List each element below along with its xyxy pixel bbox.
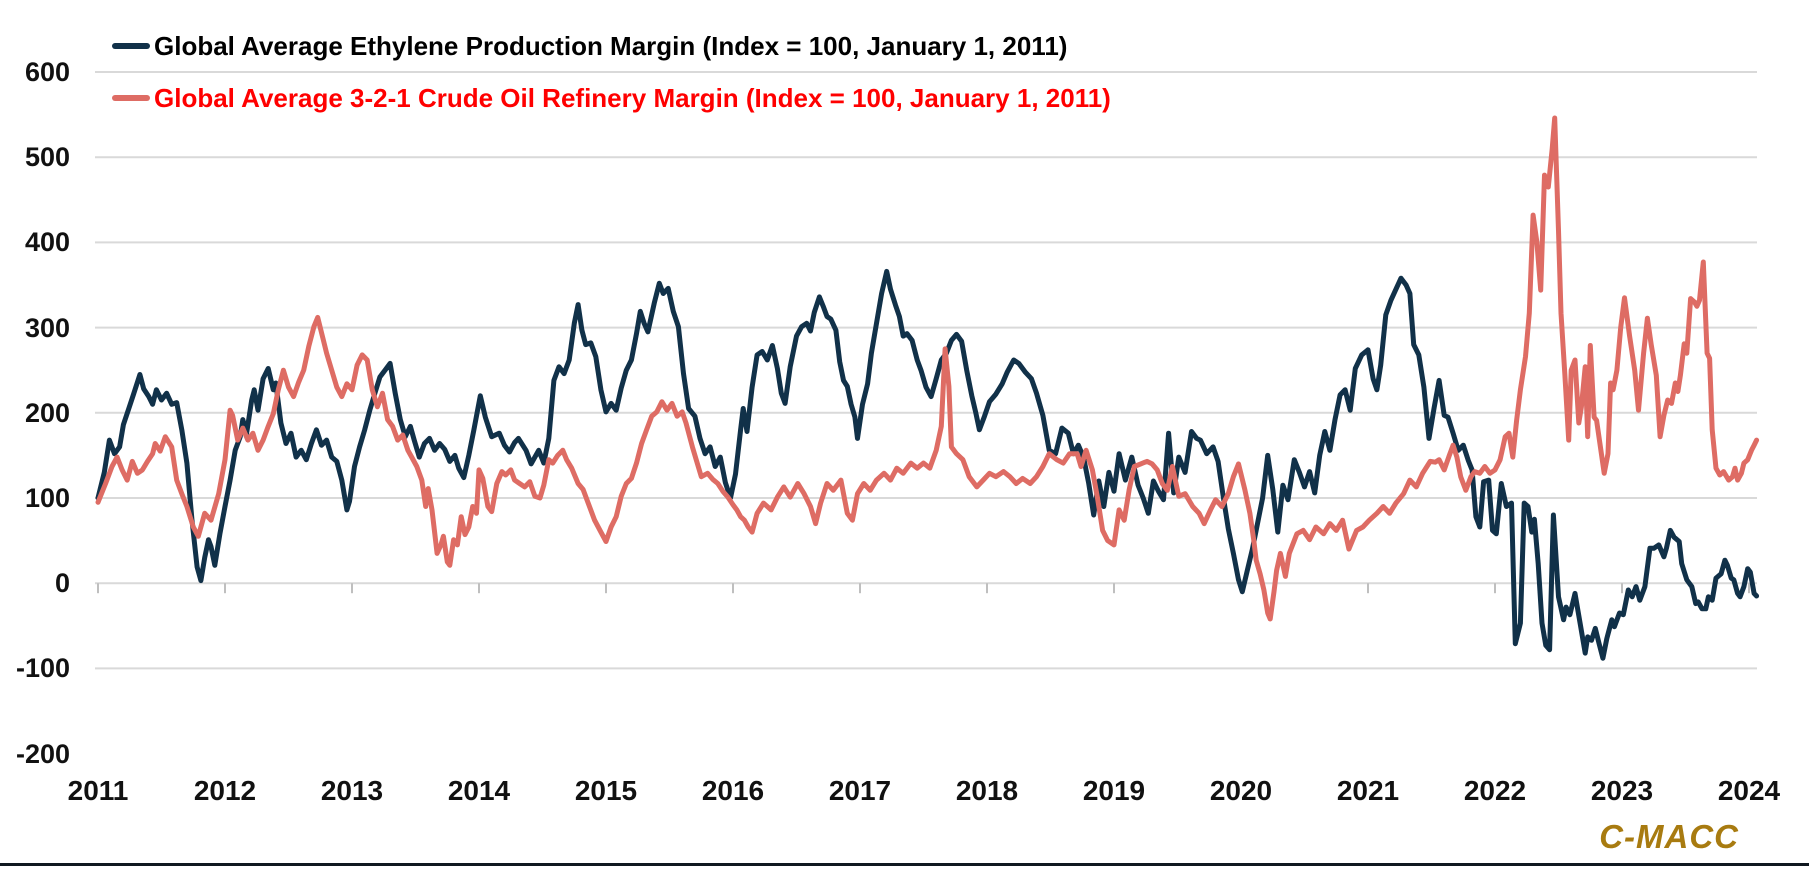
x-tick-label: 2017 [828,775,892,806]
x-tick-label: 2015 [574,775,638,806]
x-tick-label: 2019 [1082,775,1146,806]
legend: Global Average Ethylene Production Margi… [112,26,1111,130]
legend-item-ethylene: Global Average Ethylene Production Margi… [112,26,1111,66]
ethylene-legend-label: Global Average Ethylene Production Margi… [154,30,1068,61]
series-line-0 [95,268,1760,661]
y-tick-label: 400 [24,227,70,258]
y-tick-label: 500 [24,142,70,173]
y-tick-label: 100 [24,483,70,513]
x-tick-label: 2021 [1336,775,1400,806]
y-tick-label: -100 [15,653,70,684]
x-tick-label: 2024 [1717,775,1781,806]
x-tick-label: 2016 [701,775,765,806]
bottom-rule [0,863,1809,866]
x-tick-label: 2012 [193,775,257,806]
y-tick-label: 0 [54,568,70,599]
x-tick-label: 2018 [955,775,1019,806]
x-tick-label: 2020 [1209,775,1273,806]
refinery-line-swatch [112,95,150,101]
series-line-1 [95,115,1760,622]
y-tick-label: -200 [15,738,70,769]
x-tick-label: 2022 [1463,775,1527,806]
cmacc-logo: C-MACC [1599,818,1739,855]
refinery-legend-label: Global Average 3-2-1 Crude Oil Refinery … [154,82,1111,113]
legend-item-refinery: Global Average 3-2-1 Crude Oil Refinery … [112,78,1111,118]
y-tick-label: 200 [24,397,70,428]
y-tick-label: 300 [24,312,70,343]
y-tick-label: 600 [24,57,70,87]
ethylene-line-swatch [112,43,150,49]
x-tick-label: 2011 [67,775,129,806]
x-tick-label: 2014 [447,775,511,806]
x-tick-label: 2013 [320,775,384,806]
x-tick-label: 2023 [1590,775,1654,806]
